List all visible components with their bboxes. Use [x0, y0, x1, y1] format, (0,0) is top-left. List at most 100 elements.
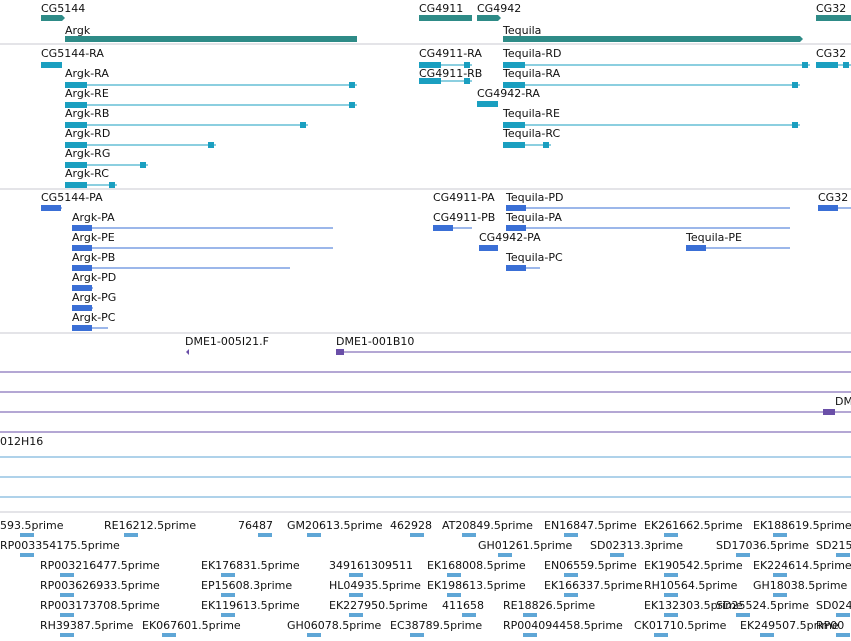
protein-exon[interactable]	[72, 325, 92, 331]
clone-label[interactable]: DME1-005I21.F	[185, 335, 269, 348]
gene-bar[interactable]	[419, 15, 472, 21]
protein-label[interactable]: CG5144-PA	[41, 191, 103, 204]
est-label[interactable]: RP003173708.5prime	[40, 599, 160, 612]
protein-exon[interactable]	[506, 265, 526, 271]
protein-label[interactable]: Argk-PC	[72, 311, 116, 324]
transcript-label[interactable]: CG4911-RB	[419, 67, 482, 80]
protein-exon[interactable]	[72, 265, 92, 271]
est-bar[interactable]	[124, 533, 138, 537]
protein-label[interactable]: Tequila-PC	[505, 251, 563, 264]
protein-label[interactable]: CG32	[818, 191, 848, 204]
est-label[interactable]: EK224614.5prime	[753, 559, 851, 572]
transcript-exon[interactable]	[503, 62, 525, 68]
est-label[interactable]: EN06559.5prime	[544, 559, 637, 572]
est-label[interactable]: AT20849.5prime	[442, 519, 533, 532]
est-bar[interactable]	[523, 633, 537, 637]
est-label[interactable]: EK168008.5prime	[427, 559, 526, 572]
est-label[interactable]: 593.5prime	[0, 519, 64, 532]
est-label[interactable]: SD024	[816, 599, 851, 612]
transcript-exon[interactable]	[65, 102, 87, 108]
protein-exon[interactable]	[506, 205, 526, 211]
transcript-exon[interactable]	[349, 82, 355, 88]
est-label[interactable]: RP003354175.5prime	[0, 539, 120, 552]
transcript-label[interactable]: CG5144-RA	[41, 47, 104, 60]
est-bar[interactable]	[221, 613, 235, 617]
gene-bar[interactable]	[503, 36, 800, 42]
transcript-exon[interactable]	[802, 62, 808, 68]
transcript-label[interactable]: Tequila-RA	[502, 67, 561, 80]
clone-label[interactable]: DME1-001B10	[336, 335, 414, 348]
est-bar[interactable]	[836, 633, 850, 637]
est-bar[interactable]	[564, 573, 578, 577]
est-bar[interactable]	[258, 533, 272, 537]
transcript-exon[interactable]	[792, 122, 798, 128]
est-bar[interactable]	[760, 633, 774, 637]
est-label[interactable]: EK261662.5prime	[644, 519, 743, 532]
est-label[interactable]: SD17036.5prime	[716, 539, 809, 552]
est-bar[interactable]	[349, 573, 363, 577]
est-label[interactable]: RH39387.5prime	[40, 619, 134, 632]
est-label[interactable]: EK067601.5prime	[142, 619, 241, 632]
est-label[interactable]: SD02313.3prime	[590, 539, 683, 552]
est-label[interactable]: RE16212.5prime	[104, 519, 196, 532]
clone-end[interactable]	[336, 349, 344, 355]
protein-exon[interactable]	[433, 225, 453, 231]
protein-label[interactable]: CG4911-PB	[433, 211, 495, 224]
transcript-exon[interactable]	[65, 182, 87, 188]
est-bar[interactable]	[307, 533, 321, 537]
est-bar[interactable]	[60, 593, 74, 597]
transcript-exon[interactable]	[503, 82, 525, 88]
transcript-exon[interactable]	[208, 142, 214, 148]
transcript-exon[interactable]	[464, 78, 470, 84]
est-label[interactable]: HL04935.5prime	[329, 579, 421, 592]
protein-exon[interactable]	[41, 205, 61, 211]
protein-label[interactable]: Argk-PB	[72, 251, 115, 264]
transcript-exon[interactable]	[65, 162, 87, 168]
transcript-exon[interactable]	[503, 142, 525, 148]
gene-bar[interactable]	[816, 15, 851, 21]
est-label[interactable]: EK249507.5prime	[740, 619, 839, 632]
est-bar[interactable]	[447, 593, 461, 597]
protein-exon[interactable]	[479, 245, 498, 251]
transcript-label[interactable]: Argk-RC	[65, 167, 109, 180]
transcript-label[interactable]: CG4911-RA	[419, 47, 482, 60]
est-label[interactable]: GM20613.5prime	[287, 519, 383, 532]
est-bar[interactable]	[462, 613, 476, 617]
protein-label[interactable]: Tequila-PE	[685, 231, 742, 244]
transcript-label[interactable]: CG32	[816, 47, 846, 60]
clone-end[interactable]	[823, 409, 835, 415]
transcript-exon[interactable]	[109, 182, 115, 188]
est-bar[interactable]	[836, 553, 850, 557]
est-bar[interactable]	[349, 613, 363, 617]
transcript-label[interactable]: Tequila-RD	[502, 47, 562, 60]
gene-bar[interactable]	[65, 36, 357, 42]
est-bar[interactable]	[664, 573, 678, 577]
est-bar[interactable]	[20, 533, 34, 537]
est-bar[interactable]	[60, 633, 74, 637]
est-bar[interactable]	[307, 633, 321, 637]
est-label[interactable]: EK176831.5prime	[201, 559, 300, 572]
protein-label[interactable]: Argk-PG	[72, 291, 116, 304]
est-bar[interactable]	[60, 573, 74, 577]
est-bar[interactable]	[664, 613, 678, 617]
est-label[interactable]: GH06078.5prime	[287, 619, 382, 632]
est-bar[interactable]	[610, 553, 624, 557]
est-bar[interactable]	[773, 593, 787, 597]
transcript-label[interactable]: Tequila-RE	[502, 107, 560, 120]
est-bar[interactable]	[773, 533, 787, 537]
gene-label[interactable]: Argk	[65, 24, 91, 37]
protein-label[interactable]: Tequila-PA	[505, 211, 562, 224]
est-label[interactable]: 76487	[238, 519, 273, 532]
transcript-exon[interactable]	[843, 62, 849, 68]
est-label[interactable]: EN16847.5prime	[544, 519, 637, 532]
transcript-exon[interactable]	[477, 101, 498, 107]
est-label[interactable]: GH18038.5prime	[753, 579, 848, 592]
est-bar[interactable]	[221, 593, 235, 597]
transcript-label[interactable]: Argk-RE	[65, 87, 109, 100]
gene-label[interactable]: CG32	[816, 2, 846, 15]
transcript-label[interactable]: Argk-RB	[65, 107, 109, 120]
protein-exon[interactable]	[818, 205, 838, 211]
est-bar[interactable]	[349, 593, 363, 597]
est-bar[interactable]	[410, 633, 424, 637]
transcript-exon[interactable]	[65, 142, 87, 148]
